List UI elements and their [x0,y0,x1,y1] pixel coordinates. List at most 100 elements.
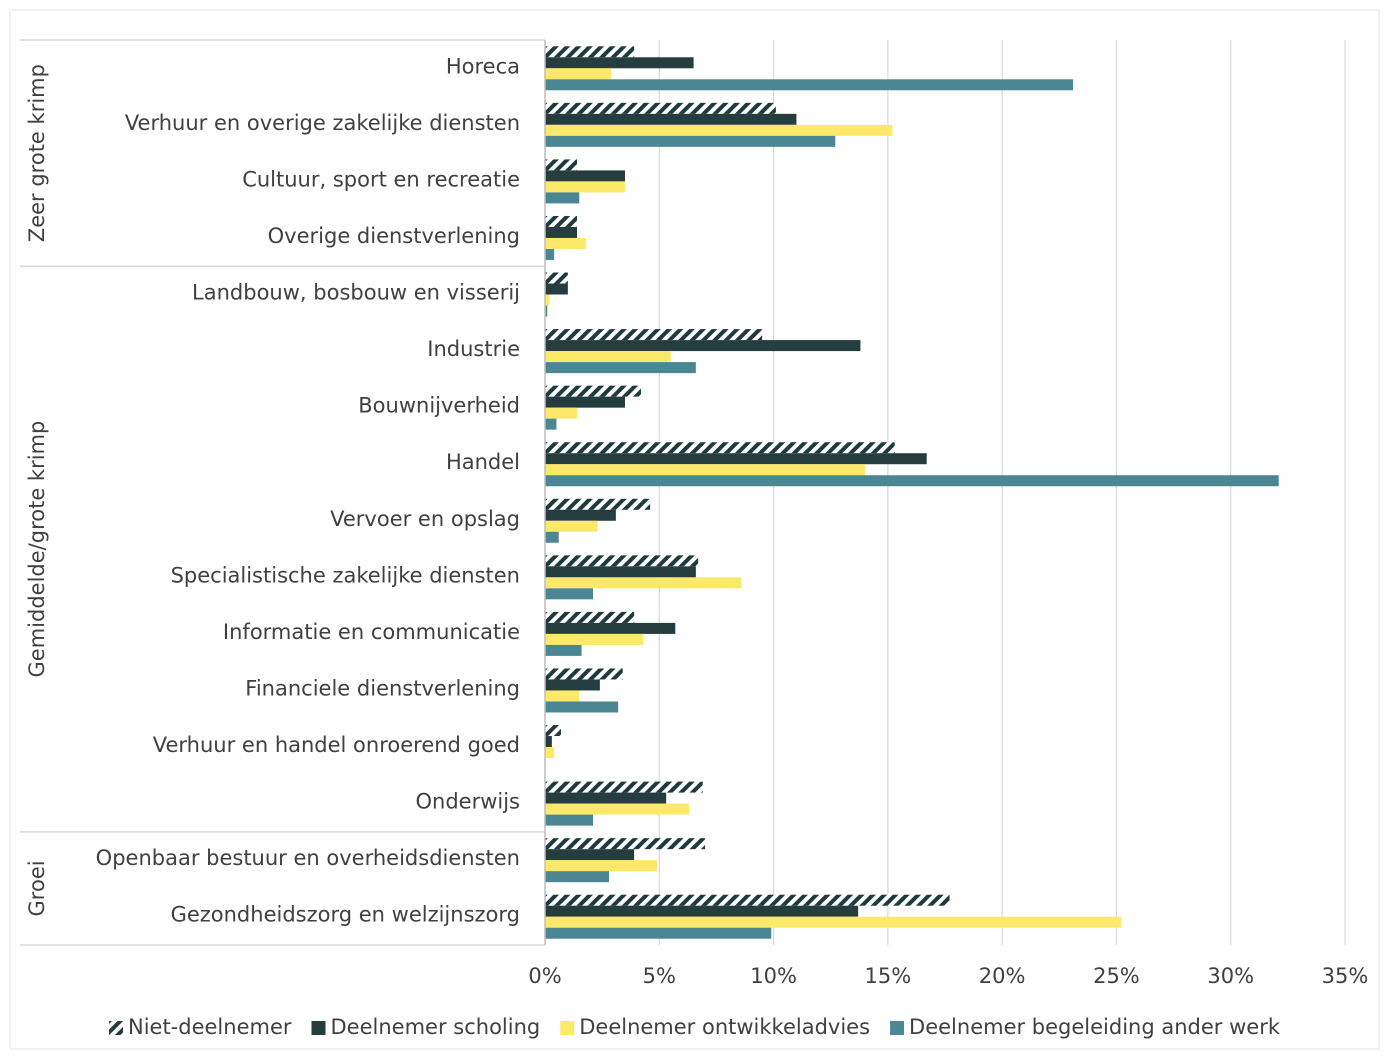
bar [545,927,772,939]
y-tick-label: Industrie [427,337,520,361]
legend-label: Deelnemer ontwikkeladvies [579,1015,870,1039]
bar [545,396,625,408]
y-tick-label: Informatie en communicatie [223,620,520,644]
group-label: Zeer grote krimp [25,64,49,242]
bar [545,248,555,260]
frame [9,9,1380,1050]
y-tick-label: Openbaar bestuur en overheidsdiensten [96,846,520,870]
bar [545,905,859,917]
bar [545,701,619,713]
legend-marker [311,1021,326,1035]
bar [545,916,1121,928]
legend: Niet-deelnemer Deelnemer scholing Deelneme… [108,1015,1281,1039]
bar [545,781,703,793]
group-label: Groei [25,860,49,916]
bar [545,747,555,759]
bar [545,418,557,430]
bar [545,272,568,284]
y-tick-label: Bouwnijverheid [358,394,520,418]
bar [545,894,950,906]
y-tick-label: Verhuur en handel onroerend goed [153,733,520,757]
bar [545,871,609,883]
bar [545,690,580,702]
bar [545,102,776,114]
bar [545,79,1073,91]
bar [545,340,861,352]
bar [545,215,577,227]
bar [545,170,625,182]
bar [545,531,559,543]
y-tick-label: Gezondheidszorg en welzijnszorg [171,903,520,927]
bar [545,57,694,69]
y-tick-label: Verhuur en overige zakelijke diensten [125,111,520,135]
bar [545,555,699,567]
legend-marker [560,1021,575,1035]
x-tick-label: 5% [643,964,676,988]
bar [545,192,580,204]
y-tick-label: Vervoer en opslag [330,507,520,531]
bar [545,860,657,872]
bar [545,838,705,850]
bar [545,294,550,306]
bar [545,577,742,589]
bar [545,633,644,645]
bar [545,668,623,680]
legend-label: Niet-deelnemer [128,1015,292,1039]
bar [545,159,577,171]
bar [545,124,893,136]
bar [545,362,696,374]
x-tick-label: 20% [979,964,1026,988]
bar [545,407,577,419]
bar [545,498,651,510]
bar [545,46,635,58]
bar [545,803,689,815]
bar [545,475,1279,487]
y-tick-label: Landbouw, bosbouw en visserij [192,281,520,305]
x-tick-label: 30% [1207,964,1254,988]
bar [545,622,676,634]
y-tick-label: Onderwijs [415,790,520,814]
bar [545,814,593,826]
bar [545,611,635,623]
bar [545,305,548,317]
bar [545,135,836,147]
y-tick-label: Overige dienstverlening [268,224,520,248]
bar [545,181,625,193]
bar [545,113,797,125]
bar [545,520,598,532]
bar [545,566,696,578]
legend-label: Deelnemer begeleiding ander werk [909,1015,1281,1039]
bar [545,237,587,249]
y-tick-label: Cultuur, sport en recreatie [242,167,520,191]
bar [545,849,635,861]
bar [545,736,552,748]
bar [545,385,641,397]
x-tick-label: 10% [750,964,797,988]
bar [545,68,612,80]
bar [545,226,577,238]
legend-label: Deelnemer scholing [331,1015,541,1039]
bar [545,792,667,804]
x-tick-label: 0% [528,964,561,988]
x-tick-label: 15% [865,964,912,988]
bar [545,464,865,476]
group-label: Gemiddelde/grote krimp [25,421,49,678]
y-tick-label: Handel [446,450,520,474]
bar [545,453,927,465]
bar [545,442,895,454]
bar [545,725,561,737]
x-tick-label: 25% [1093,964,1140,988]
bar [545,679,600,691]
y-tick-label: Horeca [446,54,520,78]
bar [545,644,582,656]
x-tick-label: 35% [1322,964,1369,988]
y-tick-label: Specialistische zakelijke diensten [171,563,520,587]
legend-marker [108,1021,123,1035]
legend-marker [890,1021,905,1035]
bar [545,588,593,600]
bar [545,283,568,295]
bar [545,351,671,363]
bar [545,329,763,341]
bar [545,509,616,521]
